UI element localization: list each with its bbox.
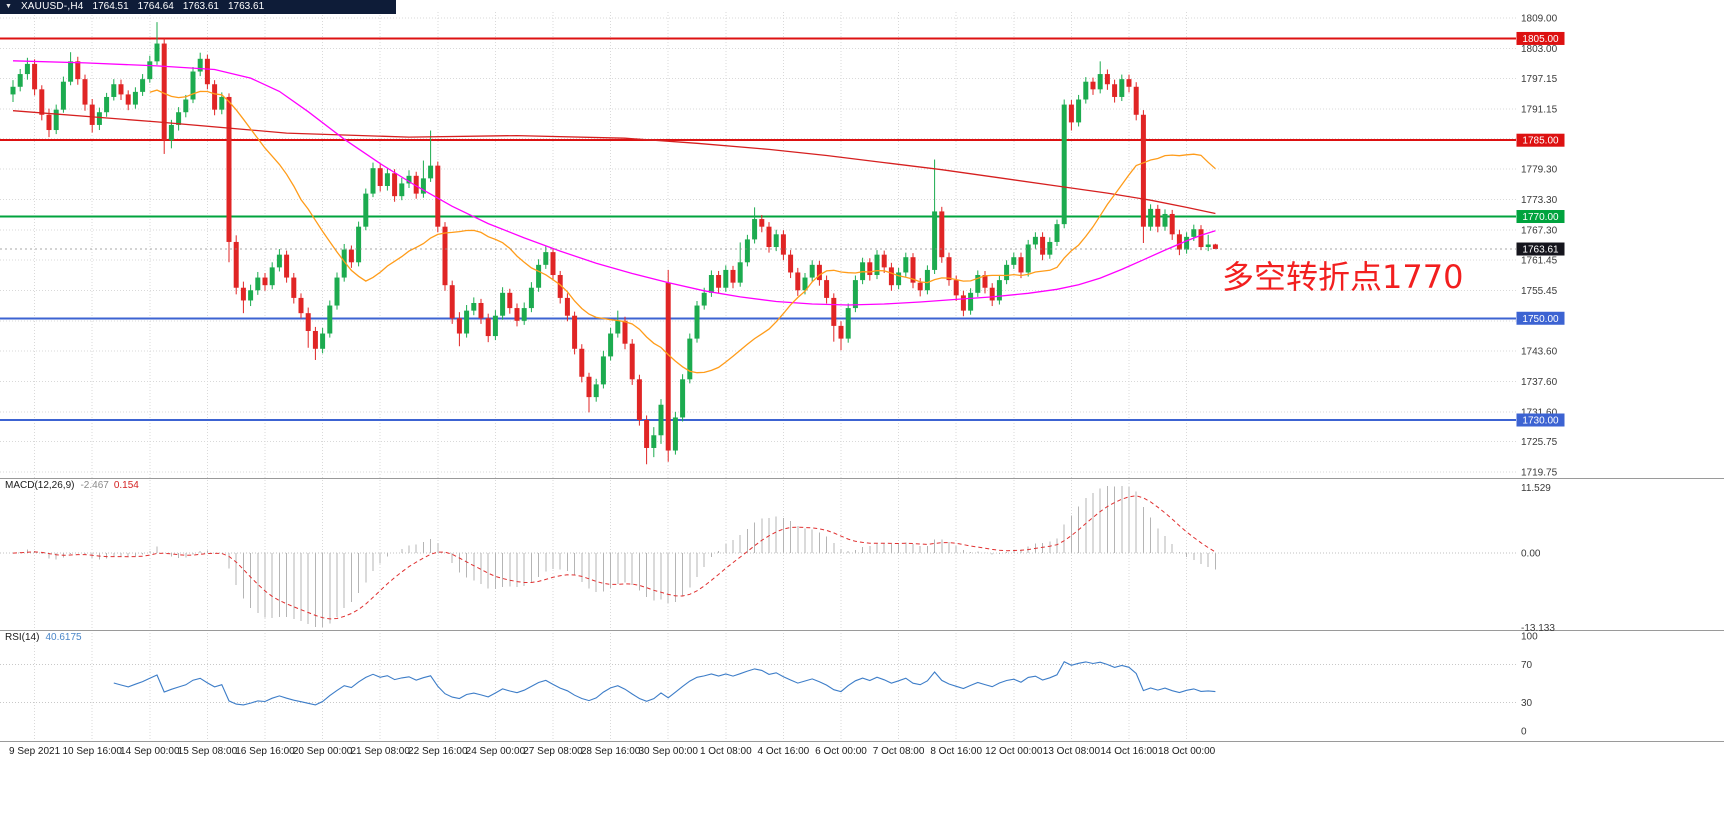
macd-name: MACD(12,26,9) bbox=[5, 480, 75, 491]
ohlc-info-bar: ▼ XAUUSD-,H4 1764.51 1764.64 1763.61 176… bbox=[0, 0, 396, 14]
svg-text:20 Sep 00:00: 20 Sep 00:00 bbox=[293, 746, 353, 757]
svg-text:100: 100 bbox=[1521, 632, 1538, 643]
rsi-value: 40.6175 bbox=[45, 632, 82, 643]
svg-text:14 Sep 00:00: 14 Sep 00:00 bbox=[120, 746, 180, 757]
svg-text:6 Oct 00:00: 6 Oct 00:00 bbox=[815, 746, 867, 757]
macd-main-value: -2.467 bbox=[80, 480, 109, 491]
svg-text:30 Sep 00:00: 30 Sep 00:00 bbox=[638, 746, 698, 757]
svg-text:1803.00: 1803.00 bbox=[1521, 44, 1558, 55]
svg-text:1750.00: 1750.00 bbox=[1522, 314, 1559, 325]
svg-text:22 Sep 16:00: 22 Sep 16:00 bbox=[408, 746, 468, 757]
svg-text:1809.00: 1809.00 bbox=[1521, 14, 1558, 25]
ma-red-line bbox=[12, 110, 1216, 215]
rsi-name: RSI(14) bbox=[5, 632, 40, 643]
panel-separators[interactable] bbox=[0, 478, 1724, 742]
svg-text:1737.60: 1737.60 bbox=[1521, 377, 1558, 388]
ma-magenta-line bbox=[12, 60, 1216, 306]
svg-text:9 Sep 2021: 9 Sep 2021 bbox=[9, 746, 61, 757]
macd-histogram bbox=[19, 486, 1216, 627]
svg-text:13 Oct 08:00: 13 Oct 08:00 bbox=[1043, 746, 1101, 757]
svg-text:10 Sep 16:00: 10 Sep 16:00 bbox=[62, 746, 122, 757]
macd-signal-value: 0.154 bbox=[113, 480, 139, 491]
macd-axis[interactable]: 11.529 0.00 -13.133 bbox=[1521, 483, 1555, 634]
svg-text:15 Sep 08:00: 15 Sep 08:00 bbox=[178, 746, 238, 757]
svg-text:1 Oct 08:00: 1 Oct 08:00 bbox=[700, 746, 752, 757]
svg-text:1773.30: 1773.30 bbox=[1521, 195, 1558, 206]
horizontal-level-lines[interactable] bbox=[0, 37, 1516, 422]
svg-text:8 Oct 16:00: 8 Oct 16:00 bbox=[930, 746, 982, 757]
svg-text:1719.75: 1719.75 bbox=[1521, 468, 1558, 479]
svg-text:12 Oct 00:00: 12 Oct 00:00 bbox=[985, 746, 1043, 757]
svg-text:1770.00: 1770.00 bbox=[1522, 212, 1559, 223]
price-label-boxes: 1805.00 1785.00 1770.00 1750.00 1730.00 1763.… bbox=[1516, 31, 1565, 427]
high-value: 1764.64 bbox=[137, 1, 174, 12]
svg-text:24 Sep 00:00: 24 Sep 00:00 bbox=[466, 746, 526, 757]
svg-text:70: 70 bbox=[1521, 660, 1533, 671]
close-value: 1763.61 bbox=[227, 1, 265, 12]
svg-text:1805.00: 1805.00 bbox=[1522, 34, 1559, 45]
rsi-axis[interactable]: 100 70 30 0 bbox=[1521, 632, 1538, 738]
macd-indicator-label: MACD(12,26,9) -2.467 0.154 bbox=[5, 480, 139, 491]
svg-text:1761.45: 1761.45 bbox=[1521, 256, 1558, 267]
svg-text:18 Oct 00:00: 18 Oct 00:00 bbox=[1158, 746, 1216, 757]
svg-text:1755.45: 1755.45 bbox=[1521, 286, 1558, 297]
macd-signal-line bbox=[12, 495, 1216, 620]
open-value: 1764.51 bbox=[92, 1, 129, 12]
svg-text:1730.00: 1730.00 bbox=[1522, 416, 1559, 427]
collapse-icon[interactable]: ▼ bbox=[5, 3, 12, 10]
svg-text:27 Sep 08:00: 27 Sep 08:00 bbox=[523, 746, 583, 757]
low-value: 1763.61 bbox=[182, 1, 219, 12]
svg-text:21 Sep 08:00: 21 Sep 08:00 bbox=[350, 746, 410, 757]
svg-text:-13.133: -13.133 bbox=[1521, 623, 1555, 634]
svg-text:0.00: 0.00 bbox=[1521, 549, 1541, 560]
svg-text:1725.75: 1725.75 bbox=[1521, 437, 1558, 448]
svg-text:4 Oct 16:00: 4 Oct 16:00 bbox=[758, 746, 810, 757]
symbol-timeframe-label: XAUUSD-,H4 bbox=[20, 1, 84, 12]
svg-text:11.529: 11.529 bbox=[1521, 483, 1551, 494]
svg-text:0: 0 bbox=[1521, 727, 1527, 738]
rsi-indicator-label: RSI(14) 40.6175 bbox=[5, 632, 82, 643]
candles-layer bbox=[10, 22, 1218, 465]
svg-text:1763.61: 1763.61 bbox=[1522, 245, 1559, 256]
ma-orange-line bbox=[149, 89, 1216, 374]
annotation-text[interactable]: 多空转折点1770 bbox=[1222, 258, 1464, 296]
svg-text:1797.15: 1797.15 bbox=[1521, 74, 1558, 85]
svg-text:1731.60: 1731.60 bbox=[1521, 407, 1558, 418]
svg-text:16 Sep 16:00: 16 Sep 16:00 bbox=[235, 746, 295, 757]
svg-text:1743.60: 1743.60 bbox=[1521, 346, 1558, 357]
svg-text:28 Sep 16:00: 28 Sep 16:00 bbox=[581, 746, 641, 757]
svg-text:1785.00: 1785.00 bbox=[1522, 136, 1559, 147]
svg-text:1779.30: 1779.30 bbox=[1521, 165, 1558, 176]
svg-text:1767.30: 1767.30 bbox=[1521, 226, 1558, 237]
svg-text:30: 30 bbox=[1521, 698, 1533, 709]
svg-text:7 Oct 08:00: 7 Oct 08:00 bbox=[873, 746, 925, 757]
svg-text:14 Oct 16:00: 14 Oct 16:00 bbox=[1100, 746, 1158, 757]
svg-text:1791.15: 1791.15 bbox=[1521, 104, 1558, 115]
rsi-line bbox=[113, 660, 1216, 706]
